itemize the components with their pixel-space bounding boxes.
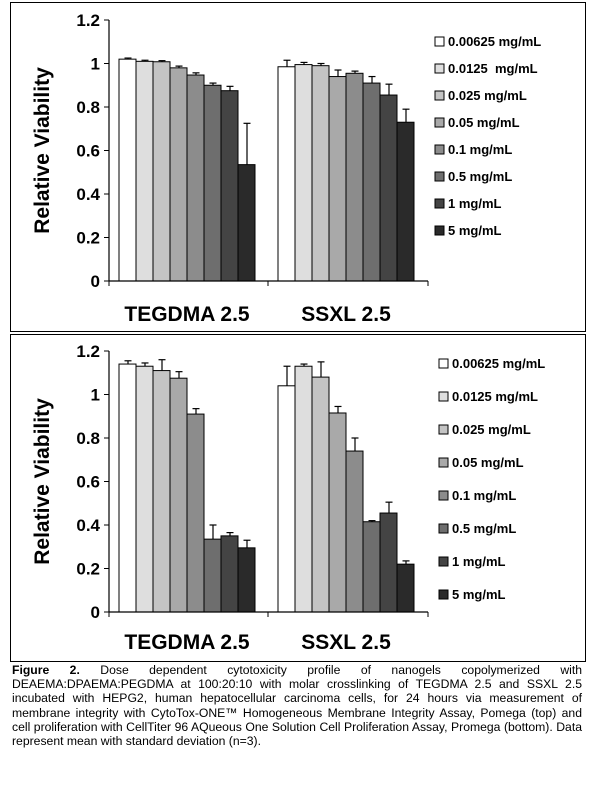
chart-1-y-tick-label: 1.2	[76, 342, 100, 361]
chart-1-legend-swatch	[438, 457, 449, 468]
chart-0-category-label: SSXL 2.5	[301, 303, 391, 326]
chart-0-legend-swatch	[434, 117, 445, 128]
chart-1-category-label: TEGDMA 2.5	[124, 631, 250, 654]
chart-0-category-label: TEGDMA 2.5	[124, 303, 250, 326]
caption-text: Dose dependent cytotoxicity profile of n…	[12, 663, 583, 749]
chart-1-bar	[203, 538, 222, 613]
chart-1-legend-swatch	[438, 490, 449, 501]
chart-0-bar	[311, 65, 330, 282]
chart-1-y-tick-label: 1	[91, 386, 100, 405]
chart-0-legend-label: 0.00625 mg/mL	[448, 34, 541, 49]
chart-0-bar	[237, 164, 256, 282]
chart-1-y-tick-label: 0.4	[76, 516, 100, 535]
chart-0-bar	[362, 82, 381, 282]
chart-1-bar	[237, 547, 256, 613]
chart-panel-bottom: Relative Viability 0 0.2 0.4 0.6 0.8 1 1.2 TEGDM…	[10, 334, 586, 662]
chart-0-y-axis-label: Relative Viability	[31, 67, 54, 234]
chart-1-bar	[294, 365, 313, 613]
chart-1-bar	[311, 376, 330, 613]
chart-1-bar	[277, 385, 296, 613]
chart-1-legend-swatch	[438, 358, 449, 369]
chart-0-legend-swatch	[434, 225, 445, 236]
chart-0-legend-label: 0.025 mg/mL	[448, 88, 527, 103]
bar-chart-membrane-integrity: Relative Viability 0 0.2 0.4 0.6 0.8 1 1.2 TEGDM…	[31, 11, 541, 326]
chart-0-bar	[220, 90, 239, 282]
chart-1-legend-swatch	[438, 556, 449, 567]
chart-0-bar	[135, 60, 154, 282]
chart-0-y-tick-label: 0.6	[76, 142, 100, 161]
chart-1-legend-label: 0.5 mg/mL	[452, 521, 516, 536]
figure-caption: Figure 2. Dose dependent cytotoxicity pr…	[12, 663, 582, 748]
chart-1-legend-swatch	[438, 523, 449, 534]
chart-1-bar	[186, 413, 205, 613]
chart-1-category-label: SSXL 2.5	[301, 631, 391, 654]
chart-0-bar	[294, 64, 313, 282]
chart-1-legend-label: 0.00625 mg/mL	[452, 356, 545, 371]
chart-0-legend-label: 0.05 mg/mL	[448, 115, 520, 130]
chart-0-bar	[277, 66, 296, 282]
chart-0-bar	[152, 61, 171, 282]
chart-0-y-tick-label: 0.8	[76, 98, 100, 117]
caption-lead: Figure 2.	[12, 663, 80, 677]
chart-1-bar	[328, 412, 347, 613]
chart-1-bar	[152, 370, 171, 613]
chart-1-y-axis-label: Relative Viability	[31, 398, 54, 565]
chart-1-y-tick-label: 0.6	[76, 473, 100, 492]
chart-0-legend-swatch	[434, 144, 445, 155]
chart-1-bar	[362, 521, 381, 613]
chart-0-y-tick-label: 0.2	[76, 229, 100, 248]
chart-0-legend-label: 0.5 mg/mL	[448, 169, 512, 184]
chart-1-bar	[220, 535, 239, 613]
chart-0-bar	[118, 58, 137, 282]
chart-1-y-tick-label: 0.2	[76, 560, 100, 579]
chart-1-bar	[169, 377, 188, 613]
chart-1-y-tick-label: 0	[91, 603, 100, 622]
chart-0-legend-swatch	[434, 171, 445, 182]
chart-1-legend-label: 0.025 mg/mL	[452, 422, 531, 437]
chart-0-legend-label: 0.1 mg/mL	[448, 142, 512, 157]
chart-1-bar	[379, 512, 398, 613]
chart-1-bar	[118, 363, 137, 613]
chart-0-legend-swatch	[434, 90, 445, 101]
chart-1-legend-label: 0.0125 mg/mL	[452, 389, 538, 404]
chart-0-bar	[345, 72, 364, 282]
chart-0-bar	[186, 74, 205, 282]
chart-0-y-tick-label: 1.2	[76, 11, 100, 30]
chart-0-legend-label: 0.0125 mg/mL	[448, 61, 538, 76]
chart-1-bar	[135, 365, 154, 613]
chart-0-legend-label: 5 mg/mL	[448, 223, 502, 238]
bar-chart-cell-proliferation: Relative Viability 0 0.2 0.4 0.6 0.8 1 1.2 TEGDM…	[31, 342, 545, 654]
chart-0-bar	[396, 121, 415, 282]
chart-0-legend-swatch	[434, 198, 445, 209]
chart-1-legend-label: 0.1 mg/mL	[452, 488, 516, 503]
chart-0-bar	[203, 84, 222, 282]
chart-1-y-tick-label: 0.8	[76, 429, 100, 448]
chart-0-legend-label: 1 mg/mL	[448, 196, 502, 211]
chart-1-legend-swatch	[438, 589, 449, 600]
chart-1-legend-label: 5 mg/mL	[452, 587, 506, 602]
chart-1-legend-label: 1 mg/mL	[452, 554, 506, 569]
chart-0-legend-swatch	[434, 63, 445, 74]
chart-0-y-tick-label: 0	[91, 272, 100, 291]
chart-1-bar	[396, 563, 415, 613]
chart-1-bar	[345, 450, 364, 613]
chart-0-legend-swatch	[434, 36, 445, 47]
chart-0-bar	[379, 94, 398, 282]
chart-0-y-tick-label: 1	[91, 55, 100, 74]
chart-1-legend-swatch	[438, 391, 449, 402]
chart-0-bar	[169, 67, 188, 282]
chart-0-y-tick-label: 0.4	[76, 185, 100, 204]
chart-1-legend-label: 0.05 mg/mL	[452, 455, 524, 470]
chart-1-legend-swatch	[438, 424, 449, 435]
chart-0-bar	[328, 76, 347, 282]
chart-panel-top: Relative Viability 0 0.2 0.4 0.6 0.8 1 1.2 TEGDM…	[10, 2, 586, 332]
